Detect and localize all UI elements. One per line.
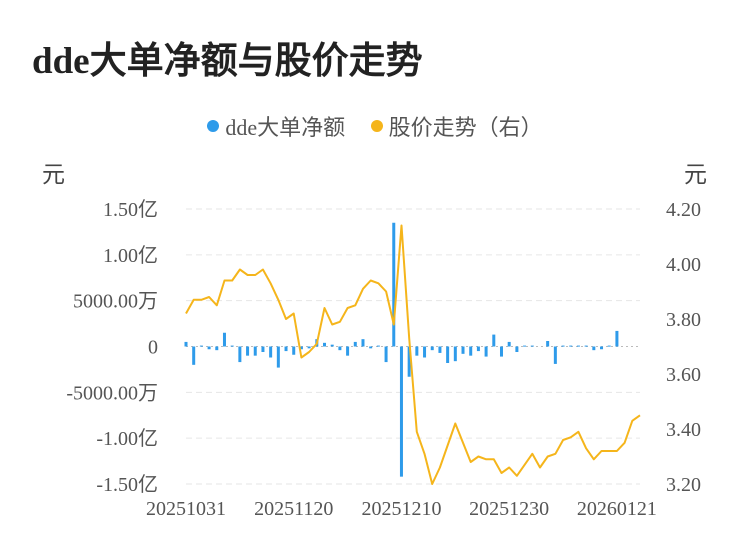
x-tick-label: 20251120 xyxy=(254,498,333,520)
dde-bar xyxy=(238,346,242,363)
dde-bar xyxy=(576,345,580,347)
dde-bar xyxy=(469,346,473,356)
dde-bar xyxy=(230,345,234,347)
dde-bar xyxy=(184,341,188,347)
dde-bar xyxy=(561,345,565,347)
right-tick-label: 3.80 xyxy=(666,309,701,331)
right-tick-label: 4.00 xyxy=(666,254,701,276)
left-tick-label: 1.50亿 xyxy=(103,198,158,221)
dde-bar xyxy=(461,346,465,354)
legend-dot-icon xyxy=(370,120,383,132)
x-tick-label: 20251210 xyxy=(361,498,441,520)
dde-bar xyxy=(246,346,250,356)
dde-bar xyxy=(192,346,196,365)
x-tick-label: 20251230 xyxy=(469,498,549,520)
dde-bar xyxy=(592,346,596,351)
right-tick-label: 3.20 xyxy=(666,474,701,496)
dde-bar xyxy=(399,346,403,477)
dde-bar xyxy=(323,342,327,347)
right-tick-label: 4.20 xyxy=(666,199,701,221)
dde-bar xyxy=(453,346,457,362)
dde-bar xyxy=(615,330,619,347)
dde-bar xyxy=(423,346,427,358)
dde-bar xyxy=(284,346,288,352)
dde-bar xyxy=(353,341,357,347)
legend-item-price[interactable]: 股价走势（右） xyxy=(370,110,543,142)
right-tick-label: 3.40 xyxy=(666,419,701,441)
dde-bar xyxy=(607,345,611,347)
dde-bar xyxy=(476,346,480,352)
dde-bar xyxy=(499,346,503,357)
dde-bar xyxy=(215,346,219,351)
dde-bar xyxy=(407,346,411,377)
right-tick-label: 3.60 xyxy=(666,364,701,386)
price-line xyxy=(185,224,641,485)
left-tick-label: 1.00亿 xyxy=(103,244,158,267)
legend-item-dde[interactable]: dde大单净额 xyxy=(207,110,345,142)
dde-bar xyxy=(330,344,334,347)
dde-bar xyxy=(415,346,419,356)
dde-bar xyxy=(430,346,434,351)
dde-bar xyxy=(376,345,380,347)
dde-bar xyxy=(392,222,396,347)
dde-bar xyxy=(222,332,226,347)
dde-bar xyxy=(346,346,350,356)
left-tick-label: 5000.00万 xyxy=(73,291,158,313)
left-tick-label: -1.00亿 xyxy=(96,427,158,450)
dde-bar xyxy=(584,345,588,347)
chart-title: dde大单净额与股价走势 xyxy=(32,41,423,82)
left-tick-label: -1.50亿 xyxy=(96,473,158,496)
dde-bar xyxy=(261,346,265,352)
dde-bar xyxy=(438,346,442,353)
left-tick-label: 0 xyxy=(148,337,158,359)
x-tick-label: 20251031 xyxy=(146,498,226,520)
dde-bar xyxy=(515,346,519,352)
dde-bar xyxy=(530,345,534,347)
dde-bar xyxy=(507,341,511,347)
legend-dot-icon xyxy=(207,120,220,132)
dde-bar xyxy=(199,345,203,347)
dde-bar xyxy=(307,346,311,349)
dde-bar xyxy=(269,346,273,358)
dde-bar xyxy=(299,346,303,350)
dde-bar xyxy=(484,346,488,357)
x-tick-label: 20260121 xyxy=(577,498,657,520)
dde-bar xyxy=(569,345,573,347)
left-axis-unit: 元 xyxy=(42,162,65,187)
dde-bar xyxy=(446,346,450,363)
legend-label-dde: dde大单净额 xyxy=(225,115,346,140)
dde-bar xyxy=(292,346,296,355)
dde-bar xyxy=(384,346,388,363)
dde-bar xyxy=(546,341,550,347)
dde-bar xyxy=(361,339,365,347)
dde-bar xyxy=(253,346,257,356)
dde-bar xyxy=(369,346,373,349)
dde-bar xyxy=(600,346,604,350)
dde-bar xyxy=(207,346,211,350)
dde-bar xyxy=(553,346,557,364)
legend-label-price: 股价走势（右） xyxy=(388,115,543,140)
right-axis-unit: 元 xyxy=(684,162,707,187)
left-tick-label: -5000.00万 xyxy=(66,382,158,404)
dde-bar xyxy=(523,345,527,347)
dde-bar xyxy=(338,346,342,351)
dde-bar xyxy=(492,334,496,347)
legend: dde大单净额 股价走势（右） xyxy=(0,110,750,142)
dde-bar xyxy=(276,346,280,368)
